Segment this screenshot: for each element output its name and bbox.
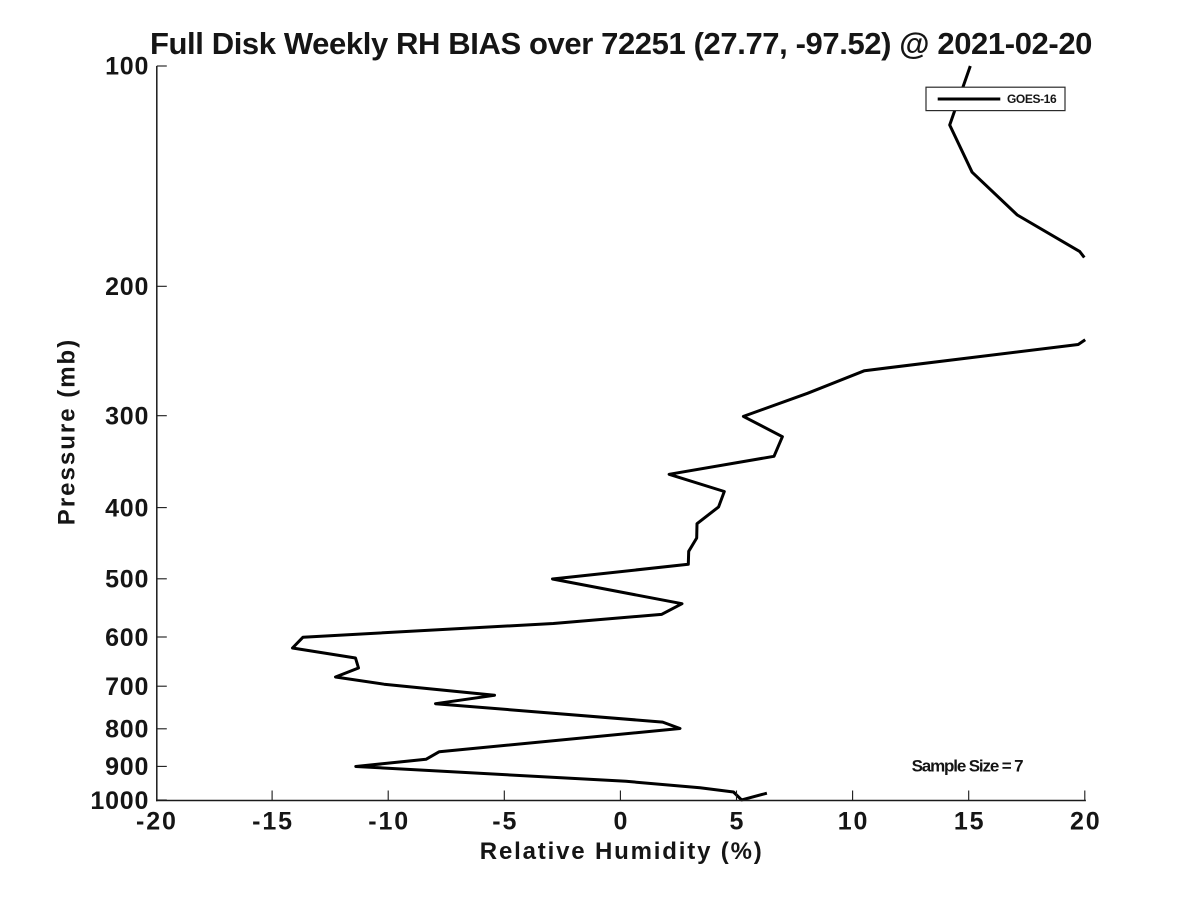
svg-text:-15: -15 [252, 808, 294, 836]
svg-text:-5: -5 [492, 808, 518, 836]
svg-text:300: 300 [105, 403, 149, 431]
svg-text:900: 900 [105, 753, 149, 781]
svg-text:-10: -10 [368, 808, 410, 836]
svg-text:400: 400 [105, 494, 149, 522]
svg-text:Pressure (mb): Pressure (mb) [54, 338, 81, 525]
svg-text:-20: -20 [136, 808, 178, 836]
svg-text:10: 10 [838, 808, 870, 836]
svg-text:200: 200 [105, 273, 149, 301]
svg-text:0: 0 [613, 808, 629, 836]
svg-text:500: 500 [105, 566, 149, 594]
svg-text:100: 100 [105, 53, 149, 81]
svg-text:20: 20 [1070, 808, 1102, 836]
svg-text:1000: 1000 [90, 787, 149, 815]
svg-text:Sample Size = 7: Sample Size = 7 [912, 757, 1023, 776]
svg-text:GOES-16: GOES-16 [1007, 92, 1057, 106]
svg-text:Relative Humidity (%): Relative Humidity (%) [480, 838, 764, 865]
svg-text:15: 15 [954, 808, 986, 836]
svg-text:800: 800 [105, 716, 149, 744]
svg-text:5: 5 [730, 808, 746, 836]
svg-text:700: 700 [105, 673, 149, 701]
svg-text:Full Disk Weekly RH BIAS over: Full Disk Weekly RH BIAS over 72251 (27.… [150, 26, 1092, 61]
svg-text:600: 600 [105, 624, 149, 652]
